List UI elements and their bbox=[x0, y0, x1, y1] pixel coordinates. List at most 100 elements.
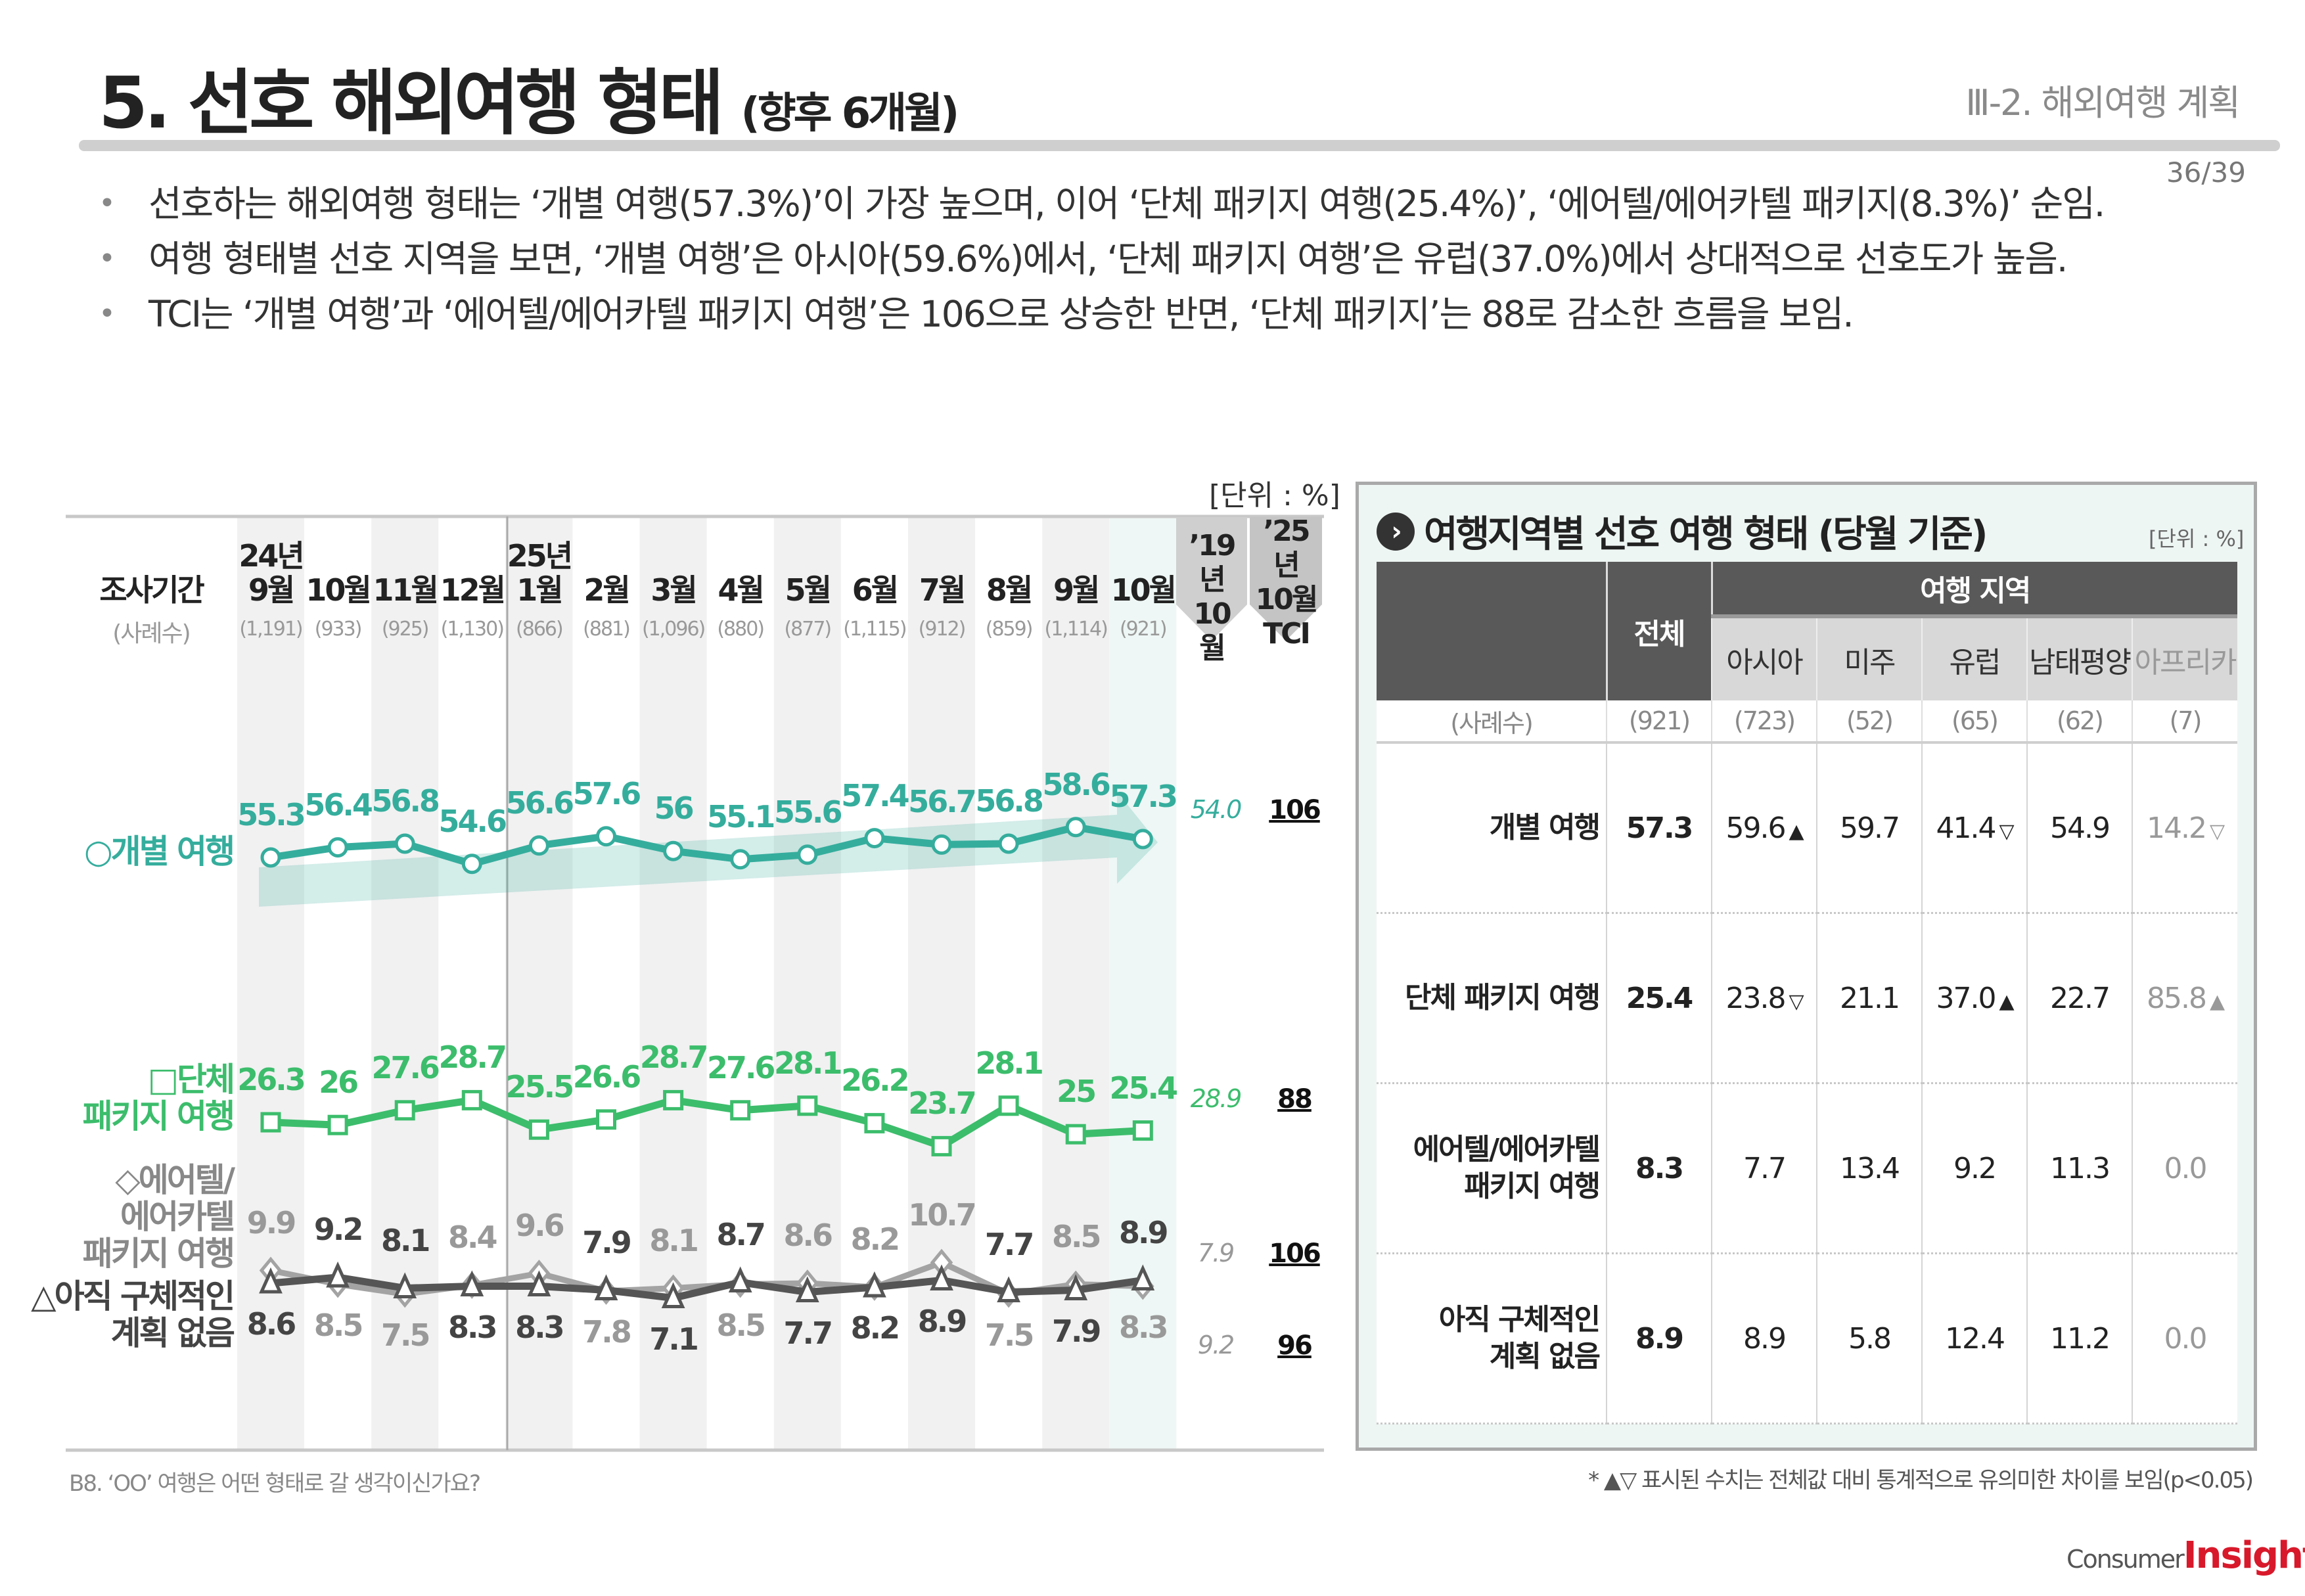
region-header: 유럽 bbox=[1921, 616, 2027, 700]
data-label: 28.1 bbox=[975, 1045, 1044, 1081]
bullet-item: • 선호하는 해외여행 형태는 ‘개별 여행(57.3%)’이 가장 높으며, 이… bbox=[99, 176, 2234, 231]
data-label: 55.3 bbox=[237, 797, 306, 832]
summary-bullets: • 선호하는 해외여행 형태는 ‘개별 여행(57.3%)’이 가장 높으며, 이… bbox=[99, 176, 2234, 342]
region-cell: 85.8 ▲ bbox=[2132, 913, 2237, 1084]
total-cell: 8.9 bbox=[1606, 1253, 1712, 1425]
data-label: 23.7 bbox=[908, 1085, 977, 1122]
cell-value: 54.9 bbox=[2050, 811, 2111, 845]
data-point-triangle bbox=[1064, 1274, 1088, 1300]
chart-unit-label: [단위 : %] bbox=[1209, 479, 1340, 513]
data-label: 8.2 bbox=[850, 1310, 901, 1346]
series-label: ○개별 여행 bbox=[83, 832, 235, 871]
region-cell: 22.7 bbox=[2026, 913, 2132, 1084]
data-point-triangle bbox=[326, 1261, 350, 1288]
sample-size: (912) bbox=[918, 618, 967, 641]
significant-higher-icon: ▲ bbox=[1789, 819, 1804, 843]
ref-2019-banner bbox=[1176, 517, 1247, 641]
series-line-circle bbox=[270, 823, 1144, 868]
header-region-group: 여행 지역 bbox=[1710, 562, 2237, 618]
data-label: 25 bbox=[1057, 1074, 1097, 1110]
series-label-line: 에어카텔 bbox=[120, 1198, 235, 1236]
sample-size: (1,115) bbox=[843, 618, 907, 641]
cell-value: 41.4 bbox=[1936, 811, 1996, 845]
region-cell: 21.1 bbox=[1816, 913, 1922, 1084]
data-label: 55.1 bbox=[706, 798, 776, 834]
data-point-circle bbox=[1065, 817, 1086, 838]
ref-2019-value: 9.2 bbox=[1197, 1331, 1235, 1359]
cell-value: 21.1 bbox=[1840, 981, 1900, 1015]
row-label: 에어텔/에어카텔 패키지 여행 bbox=[1377, 1083, 1607, 1254]
data-point-circle bbox=[864, 828, 885, 849]
data-label: 7.7 bbox=[984, 1226, 1035, 1262]
row-label-line: 개별 여행 bbox=[1489, 811, 1601, 844]
cell-value: 5.8 bbox=[1848, 1321, 1892, 1356]
data-label: 27.6 bbox=[706, 1049, 776, 1085]
sample-size: (877) bbox=[784, 618, 832, 641]
data-label: 8.9 bbox=[1119, 1214, 1169, 1250]
row-label-line: 계획 없음 bbox=[1489, 1340, 1601, 1373]
data-label: 8.3 bbox=[515, 1309, 565, 1345]
data-point-square bbox=[998, 1095, 1019, 1116]
data-point-triangle bbox=[594, 1274, 618, 1300]
data-point-square bbox=[260, 1112, 281, 1133]
total-cell: 25.4 bbox=[1606, 913, 1712, 1084]
bullet-text: TCI는 ‘개별 여행’과 ‘에어텔/에어카텔 패키지 여행’은 106으로 상… bbox=[148, 293, 1854, 335]
data-label: 9.9 bbox=[246, 1204, 297, 1241]
cell-value: 14.2 bbox=[2146, 811, 2207, 845]
significant-lower-icon: ▽ bbox=[2209, 819, 2225, 843]
region-cell: 59.6 ▲ bbox=[1711, 742, 1817, 914]
panel-unit-label: [단위 : %] bbox=[2149, 526, 2245, 551]
data-point-triangle bbox=[661, 1282, 685, 1308]
region-cell: 0.0 bbox=[2132, 1253, 2237, 1425]
region-cell: 37.0 ▲ bbox=[1921, 913, 2027, 1084]
row-label-line: 에어텔/에어카텔 bbox=[1413, 1133, 1601, 1166]
series-label-line: △아직 구체적인 bbox=[31, 1277, 235, 1315]
data-label: 58.6 bbox=[1042, 766, 1111, 802]
cell-value: 9.2 bbox=[1953, 1151, 1997, 1185]
data-point-triangle bbox=[259, 1267, 283, 1294]
significant-lower-icon: ▽ bbox=[1789, 990, 1804, 1013]
year-label: 24년 bbox=[239, 538, 304, 574]
data-point-triangle bbox=[997, 1276, 1020, 1302]
data-label: 26.2 bbox=[841, 1062, 910, 1099]
data-label: 8.6 bbox=[783, 1218, 834, 1253]
sample-size: (1,191) bbox=[239, 618, 303, 641]
series-label-line: ○개별 여행 bbox=[83, 832, 235, 871]
data-label: 8.5 bbox=[1051, 1218, 1102, 1254]
data-label: 57.6 bbox=[572, 775, 642, 811]
cell-value: 23.8 bbox=[1725, 981, 1786, 1015]
sample-size: (1,130) bbox=[440, 618, 505, 641]
sample-label: (사례수) bbox=[112, 620, 191, 647]
column-band bbox=[908, 517, 975, 1449]
series-label: ◇에어텔/에어카텔 패키지 여행 bbox=[83, 1161, 235, 1272]
data-label: 8.6 bbox=[246, 1306, 297, 1342]
data-label: 8.3 bbox=[448, 1309, 498, 1345]
region-header: 남태평양 bbox=[2026, 616, 2132, 700]
data-label: 8.5 bbox=[716, 1307, 766, 1343]
data-label: 8.5 bbox=[313, 1307, 364, 1343]
data-point-square bbox=[663, 1089, 684, 1110]
data-point-square bbox=[797, 1095, 818, 1116]
data-point-circle bbox=[327, 837, 348, 858]
month-label: 7월 bbox=[919, 572, 966, 608]
data-label: 26 bbox=[319, 1064, 359, 1101]
row-label-line: 단체 패키지 여행 bbox=[1405, 981, 1601, 1015]
cell-value: 22.7 bbox=[2050, 981, 2111, 1015]
region-cell: 14.2 ▽ bbox=[2132, 742, 2237, 914]
page-title: 5. 선호 해외여행 형태 (향후 6개월) bbox=[99, 46, 959, 148]
data-label: 7.9 bbox=[582, 1224, 632, 1260]
month-label: 10월 bbox=[306, 572, 371, 608]
data-label: 57.4 bbox=[841, 777, 910, 813]
table-row: 개별 여행 57.3 59.6 ▲ 59.7 41.4 ▽ 54.9 14.2 ▽ bbox=[1377, 742, 2237, 914]
sample-size: (866) bbox=[516, 618, 564, 641]
sample-size: (723) bbox=[1711, 700, 1817, 744]
series-label-line: ◇에어텔/ bbox=[115, 1161, 235, 1199]
data-point-triangle bbox=[460, 1270, 484, 1296]
table-row: 단체 패키지 여행 25.4 23.8 ▽ 21.1 37.0 ▲ 22.7 85.8 ▲ bbox=[1377, 913, 2237, 1084]
cell-value: 25.4 bbox=[1626, 981, 1694, 1015]
data-point-square bbox=[596, 1109, 616, 1130]
page-number: 36/39 bbox=[2166, 156, 2246, 189]
data-point-circle bbox=[528, 835, 549, 856]
cell-value: 57.3 bbox=[1626, 811, 1694, 845]
tci-value: 106 bbox=[1269, 795, 1321, 825]
